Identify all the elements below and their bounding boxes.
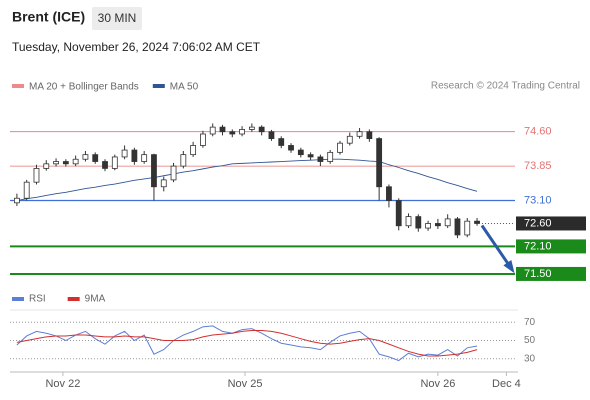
candle-body xyxy=(131,149,138,162)
interval: 30 MIN xyxy=(98,11,137,25)
title: Brent (ICE) xyxy=(12,9,85,25)
candle-body xyxy=(239,129,245,135)
candle-body xyxy=(444,218,451,227)
candle-body xyxy=(180,154,187,167)
candle-body xyxy=(327,151,334,162)
candle-body xyxy=(425,223,431,229)
candle-body xyxy=(288,145,294,151)
level-label: 71.50 xyxy=(524,268,552,280)
candle-body xyxy=(307,154,314,158)
candle-body xyxy=(170,165,177,181)
candle-body xyxy=(415,216,422,229)
candle-body xyxy=(190,145,197,156)
level-label: 74.60 xyxy=(524,126,552,138)
candle-body xyxy=(346,135,353,144)
candle-body xyxy=(82,154,89,160)
x-tick-label: Nov 26 xyxy=(420,378,455,390)
candle-body xyxy=(434,223,441,227)
rsi-tick-label: 30 xyxy=(524,353,536,364)
candle-body xyxy=(62,161,69,165)
rsi-line xyxy=(16,325,478,362)
interval-box xyxy=(92,7,142,30)
candle-body xyxy=(278,138,285,146)
rsi-line xyxy=(16,329,478,357)
legend-swatch xyxy=(152,84,165,88)
candle-body xyxy=(454,218,461,236)
candle-body xyxy=(337,142,343,153)
candle-body xyxy=(464,220,471,236)
level-label: 73.10 xyxy=(524,194,552,206)
level-box xyxy=(516,216,586,231)
legend-label: MA 20 + Bollinger Bands xyxy=(29,82,139,93)
legend-swatch xyxy=(12,297,24,301)
candle-body xyxy=(356,131,363,137)
candle-body xyxy=(474,220,480,224)
candle-body xyxy=(317,156,324,162)
candle-body xyxy=(268,131,275,139)
legend-label: RSI xyxy=(29,294,46,305)
candle-body xyxy=(395,200,402,227)
projection-arrow xyxy=(480,224,514,271)
candle-body xyxy=(13,197,20,204)
candle-body xyxy=(258,126,265,133)
candle-body xyxy=(160,179,167,188)
candle-body xyxy=(151,154,157,188)
candle-body xyxy=(366,131,373,139)
candle-body xyxy=(102,161,108,169)
candle-body xyxy=(23,181,30,199)
candle-body xyxy=(72,158,79,165)
legend-label: MA 50 xyxy=(170,82,199,93)
candle-body xyxy=(209,126,216,135)
candle-body xyxy=(43,163,50,169)
candle-body xyxy=(248,126,255,130)
level-label: 72.10 xyxy=(524,240,552,252)
candle-body xyxy=(92,154,99,162)
x-tick-label: Nov 25 xyxy=(228,378,263,390)
level-box xyxy=(516,239,586,254)
candle-body xyxy=(141,154,148,162)
candle-body xyxy=(405,216,412,227)
timestamp: Tuesday, November 26, 2024 7:06:02 AM CE… xyxy=(12,40,261,54)
ma-line xyxy=(16,158,478,201)
level-box xyxy=(516,266,586,281)
candle-body xyxy=(121,149,128,158)
candle-body xyxy=(297,149,304,156)
candle-body xyxy=(111,156,118,169)
rsi-tick-label: 70 xyxy=(524,317,536,328)
candle-body xyxy=(219,126,226,133)
candle-body xyxy=(200,133,206,146)
candle-body xyxy=(229,131,236,135)
candle-body xyxy=(376,138,383,188)
candle-body xyxy=(386,186,392,201)
arrow-head xyxy=(503,259,515,274)
candle-body xyxy=(33,168,40,183)
legend-label: 9MA xyxy=(85,294,106,305)
level-label: 72.60 xyxy=(524,217,552,229)
candle-body xyxy=(53,161,59,165)
x-tick-label: Dec 4 xyxy=(492,378,521,390)
rsi-tick-label: 50 xyxy=(524,335,536,346)
x-tick-label: Nov 22 xyxy=(45,378,80,390)
legend-swatch xyxy=(67,297,80,301)
legend-swatch xyxy=(12,84,24,88)
level-label: 73.85 xyxy=(524,160,552,172)
credit: Research © 2024 Trading Central xyxy=(431,81,580,92)
